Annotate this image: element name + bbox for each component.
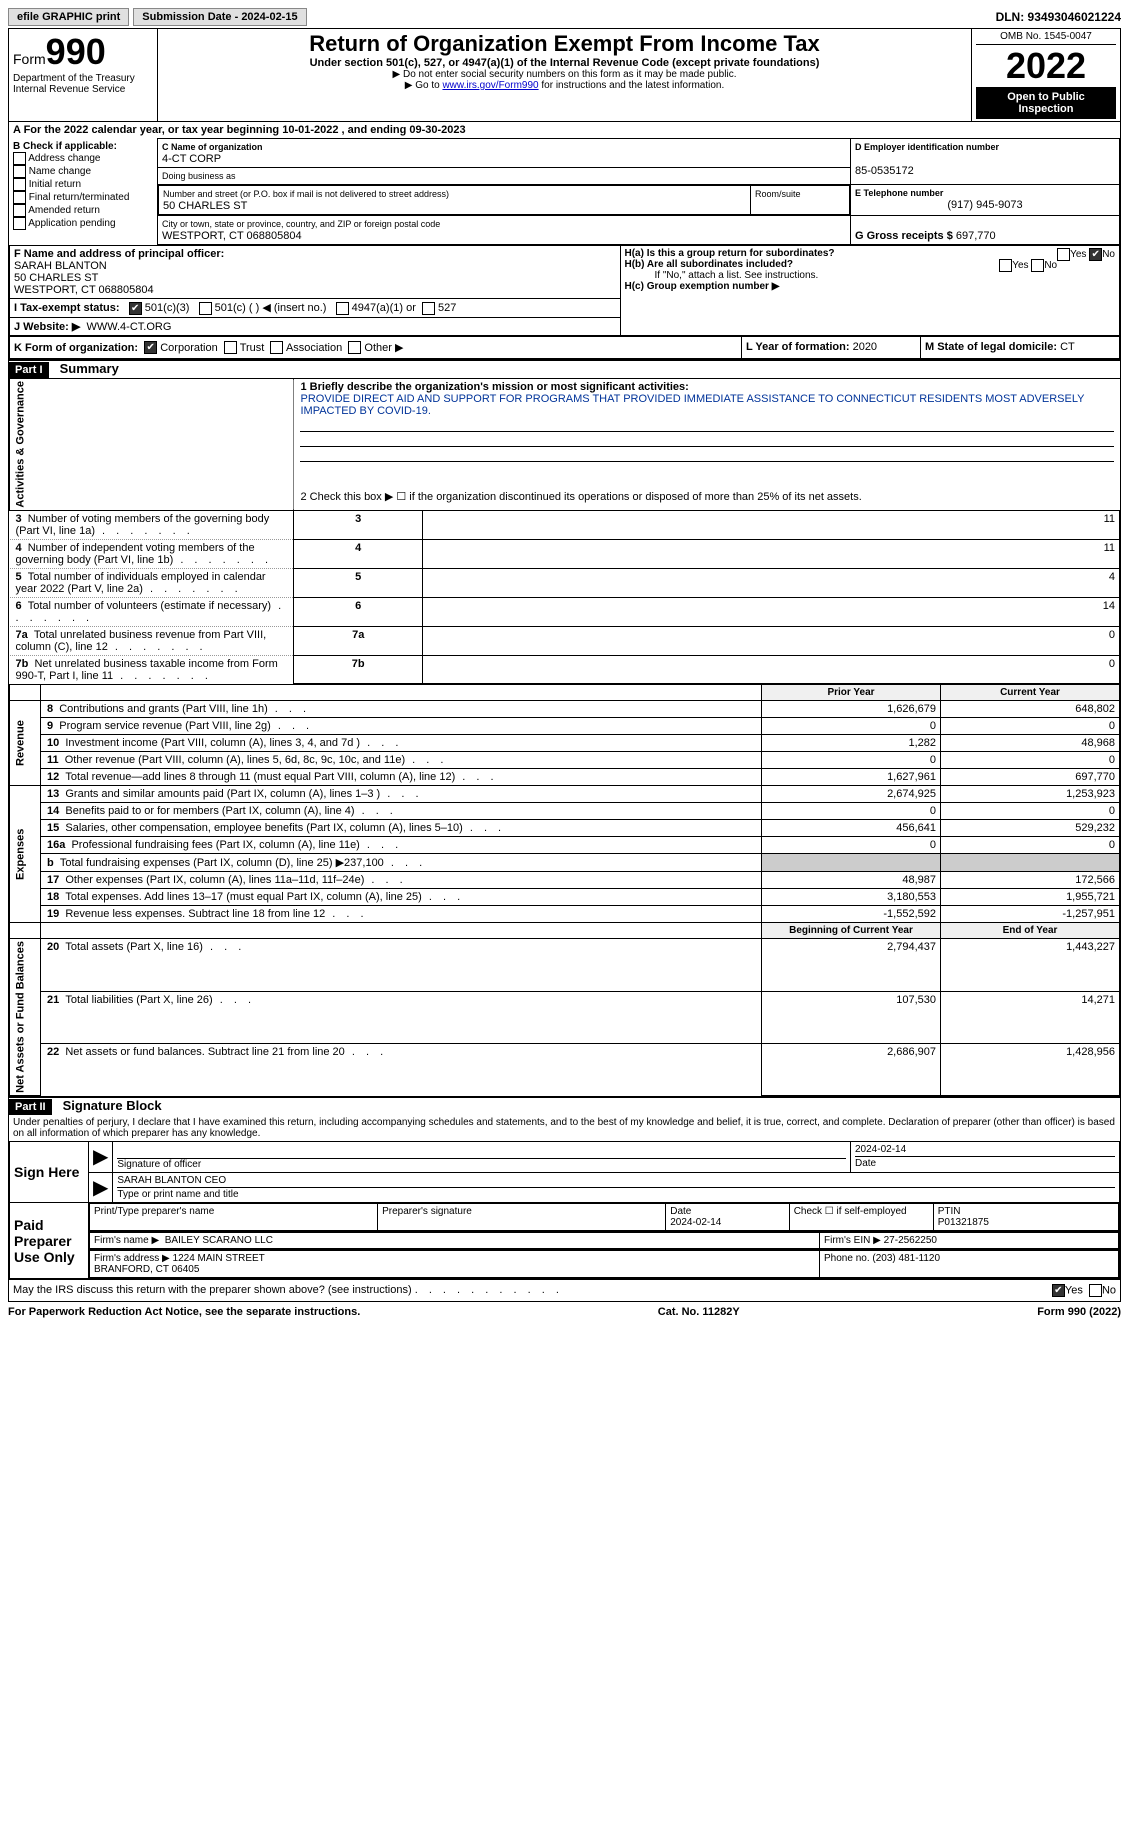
submission-date: Submission Date - 2024-02-15 [133,8,306,26]
prior-year-header: Prior Year [762,685,941,701]
current-year-header: Current Year [941,685,1120,701]
paid-preparer-label: Paid Preparer Use Only [10,1203,89,1279]
line2-row: 2 Check this box ▶ ☐ if the organization… [294,488,1120,510]
checkbox-address-change: Address change [13,152,153,165]
note-ssn: ▶ Do not enter social security numbers o… [162,69,967,80]
row-14: 14 Benefits paid to or for members (Part… [10,803,1120,820]
page-footer: For Paperwork Reduction Act Notice, see … [8,1306,1121,1318]
row-9: 9 Program service revenue (Part VIII, li… [10,718,1120,735]
preparer-date: Date2024-02-14 [666,1204,789,1231]
row-20: Net Assets or Fund Balances20 Total asse… [10,939,1120,991]
box-c-street: Number and street (or P.O. box if mail i… [159,186,751,215]
form-990-table: Form990 Department of the Treasury Inter… [8,28,1121,1302]
signature-date: 2024-02-14 Date [851,1142,1120,1173]
box-c-dba: Doing business as [158,168,851,185]
efile-button[interactable]: efile GRAPHIC print [8,8,129,26]
box-d: D Employer identification number 85-0535… [851,139,1120,185]
checkbox-application-pending: Application pending [13,217,153,230]
tax-year: 2022 [976,45,1116,87]
checkbox-final-return-terminated: Final return/terminated [13,191,153,204]
irs-link[interactable]: www.irs.gov/Form990 [442,80,538,91]
box-k: K Form of organization: ✔ Corporation Tr… [10,336,742,359]
catalog-number: Cat. No. 11282Y [658,1306,740,1318]
period-row: A For the 2022 calendar year, or tax yea… [9,122,1121,139]
row-11: 11 Other revenue (Part VIII, column (A),… [10,752,1120,769]
preparer-signature: Preparer's signature [378,1204,666,1231]
checkbox-no[interactable]: ✔ [1089,248,1102,261]
note-link: ▶ Go to www.irs.gov/Form990 for instruct… [162,80,967,91]
preparer-name: Print/Type preparer's name [90,1204,378,1231]
dept-label: Department of the Treasury Internal Reve… [13,73,153,95]
beginning-year-header: Beginning of Current Year [762,923,941,939]
part1-header: Part I [9,362,49,378]
form-subtitle: Under section 501(c), 527, or 4947(a)(1)… [162,57,967,69]
row-b: b Total fundraising expenses (Part IX, c… [10,854,1120,872]
row-8: Revenue8 Contributions and grants (Part … [10,701,1120,718]
checkbox-initial-return: Initial return [13,178,153,191]
paperwork-notice: For Paperwork Reduction Act Notice, see … [8,1306,360,1318]
row-10: 10 Investment income (Part VIII, column … [10,735,1120,752]
omb-number: OMB No. 1545-0047 [976,31,1116,45]
firm-ein: Firm's EIN ▶ 27-2562250 [820,1233,1119,1249]
checkbox-yes-b[interactable] [999,259,1012,272]
discuss-row: May the IRS discuss this return with the… [9,1280,1121,1302]
form-label: Form990 [13,31,153,73]
row-15: 15 Salaries, other compensation, employe… [10,820,1120,837]
gov-row-5: 5 Total number of individuals employed i… [10,568,1120,597]
end-year-header: End of Year [941,923,1120,939]
box-c-city: City or town, state or province, country… [158,216,851,245]
inspection-label: Open to Public Inspection [976,87,1116,119]
box-j: J Website: ▶ WWW.4-CT.ORG [10,317,621,335]
box-f: F Name and address of principal officer:… [10,246,621,299]
checkbox-name-change: Name change [13,165,153,178]
perjury-declaration: Under penalties of perjury, I declare th… [9,1115,1121,1141]
box-c-name: C Name of organization 4-CT CORP [158,139,851,168]
box-m: M State of legal domicile: CT [921,336,1120,359]
discuss-yes[interactable]: ✔ [1052,1284,1065,1297]
gov-row-7b: 7b Net unrelated business taxable income… [10,655,1120,684]
gov-row-6: 6 Total number of volunteers (estimate i… [10,597,1120,626]
discuss-no[interactable] [1089,1284,1102,1297]
gov-row-3: 3 Number of voting members of the govern… [10,510,1120,539]
box-c-room: Room/suite [751,186,850,215]
firm-name: Firm's name ▶ BAILEY SCARANO LLC [90,1233,820,1249]
box-l: L Year of formation: 2020 [742,336,921,359]
activities-governance-label: Activities & Governance [10,379,294,511]
box-h: H(a) Is this a group return for subordin… [620,246,1120,336]
row-12: 12 Total revenue—add lines 8 through 11 … [10,769,1120,786]
row-22: 22 Net assets or fund balances. Subtract… [10,1043,1120,1095]
ptin: PTINP01321875 [933,1204,1118,1231]
checkbox-amended-return: Amended return [13,204,153,217]
dln: DLN: 93493046021224 [996,10,1121,24]
firm-phone: Phone no. (203) 481-1120 [820,1251,1119,1278]
row-17: 17 Other expenses (Part IX, column (A), … [10,872,1120,889]
checkbox-no-b[interactable] [1031,259,1044,272]
part2-header: Part II [9,1099,52,1115]
checkbox-yes[interactable] [1057,248,1070,261]
row-21: 21 Total liabilities (Part X, line 26) .… [10,991,1120,1043]
row-19: 19 Revenue less expenses. Subtract line … [10,906,1120,923]
officer-name: SARAH BLANTON CEO Type or print name and… [113,1173,1120,1203]
box-e: E Telephone number (917) 945-9073 [851,185,1120,216]
self-employed-check: Check ☐ if self-employed [789,1204,933,1231]
gov-row-7a: 7a Total unrelated business revenue from… [10,626,1120,655]
box-b: B Check if applicable: Address change Na… [9,139,158,245]
signature-officer: Signature of officer [113,1142,851,1173]
top-bar: efile GRAPHIC print Submission Date - 20… [8,8,1121,26]
box-i: I Tax-exempt status: ✔ 501(c)(3) 501(c) … [10,299,621,318]
form-title: Return of Organization Exempt From Incom… [162,31,967,57]
firm-address: Firm's address ▶ 1224 MAIN STREET BRANFO… [90,1251,820,1278]
part2-title: Signature Block [55,1098,162,1113]
part1-title: Summary [52,361,119,376]
mission-row: 1 Briefly describe the organization's mi… [294,379,1120,488]
sign-here-label: Sign Here [10,1142,89,1203]
row-13: Expenses13 Grants and similar amounts pa… [10,786,1120,803]
row-16a: 16a Professional fundraising fees (Part … [10,837,1120,854]
check-501c3[interactable]: ✔ [129,302,142,315]
box-g: G Gross receipts $ 697,770 [851,216,1120,245]
row-18: 18 Total expenses. Add lines 13–17 (must… [10,889,1120,906]
gov-row-4: 4 Number of independent voting members o… [10,539,1120,568]
form-number: Form 990 (2022) [1037,1306,1121,1318]
